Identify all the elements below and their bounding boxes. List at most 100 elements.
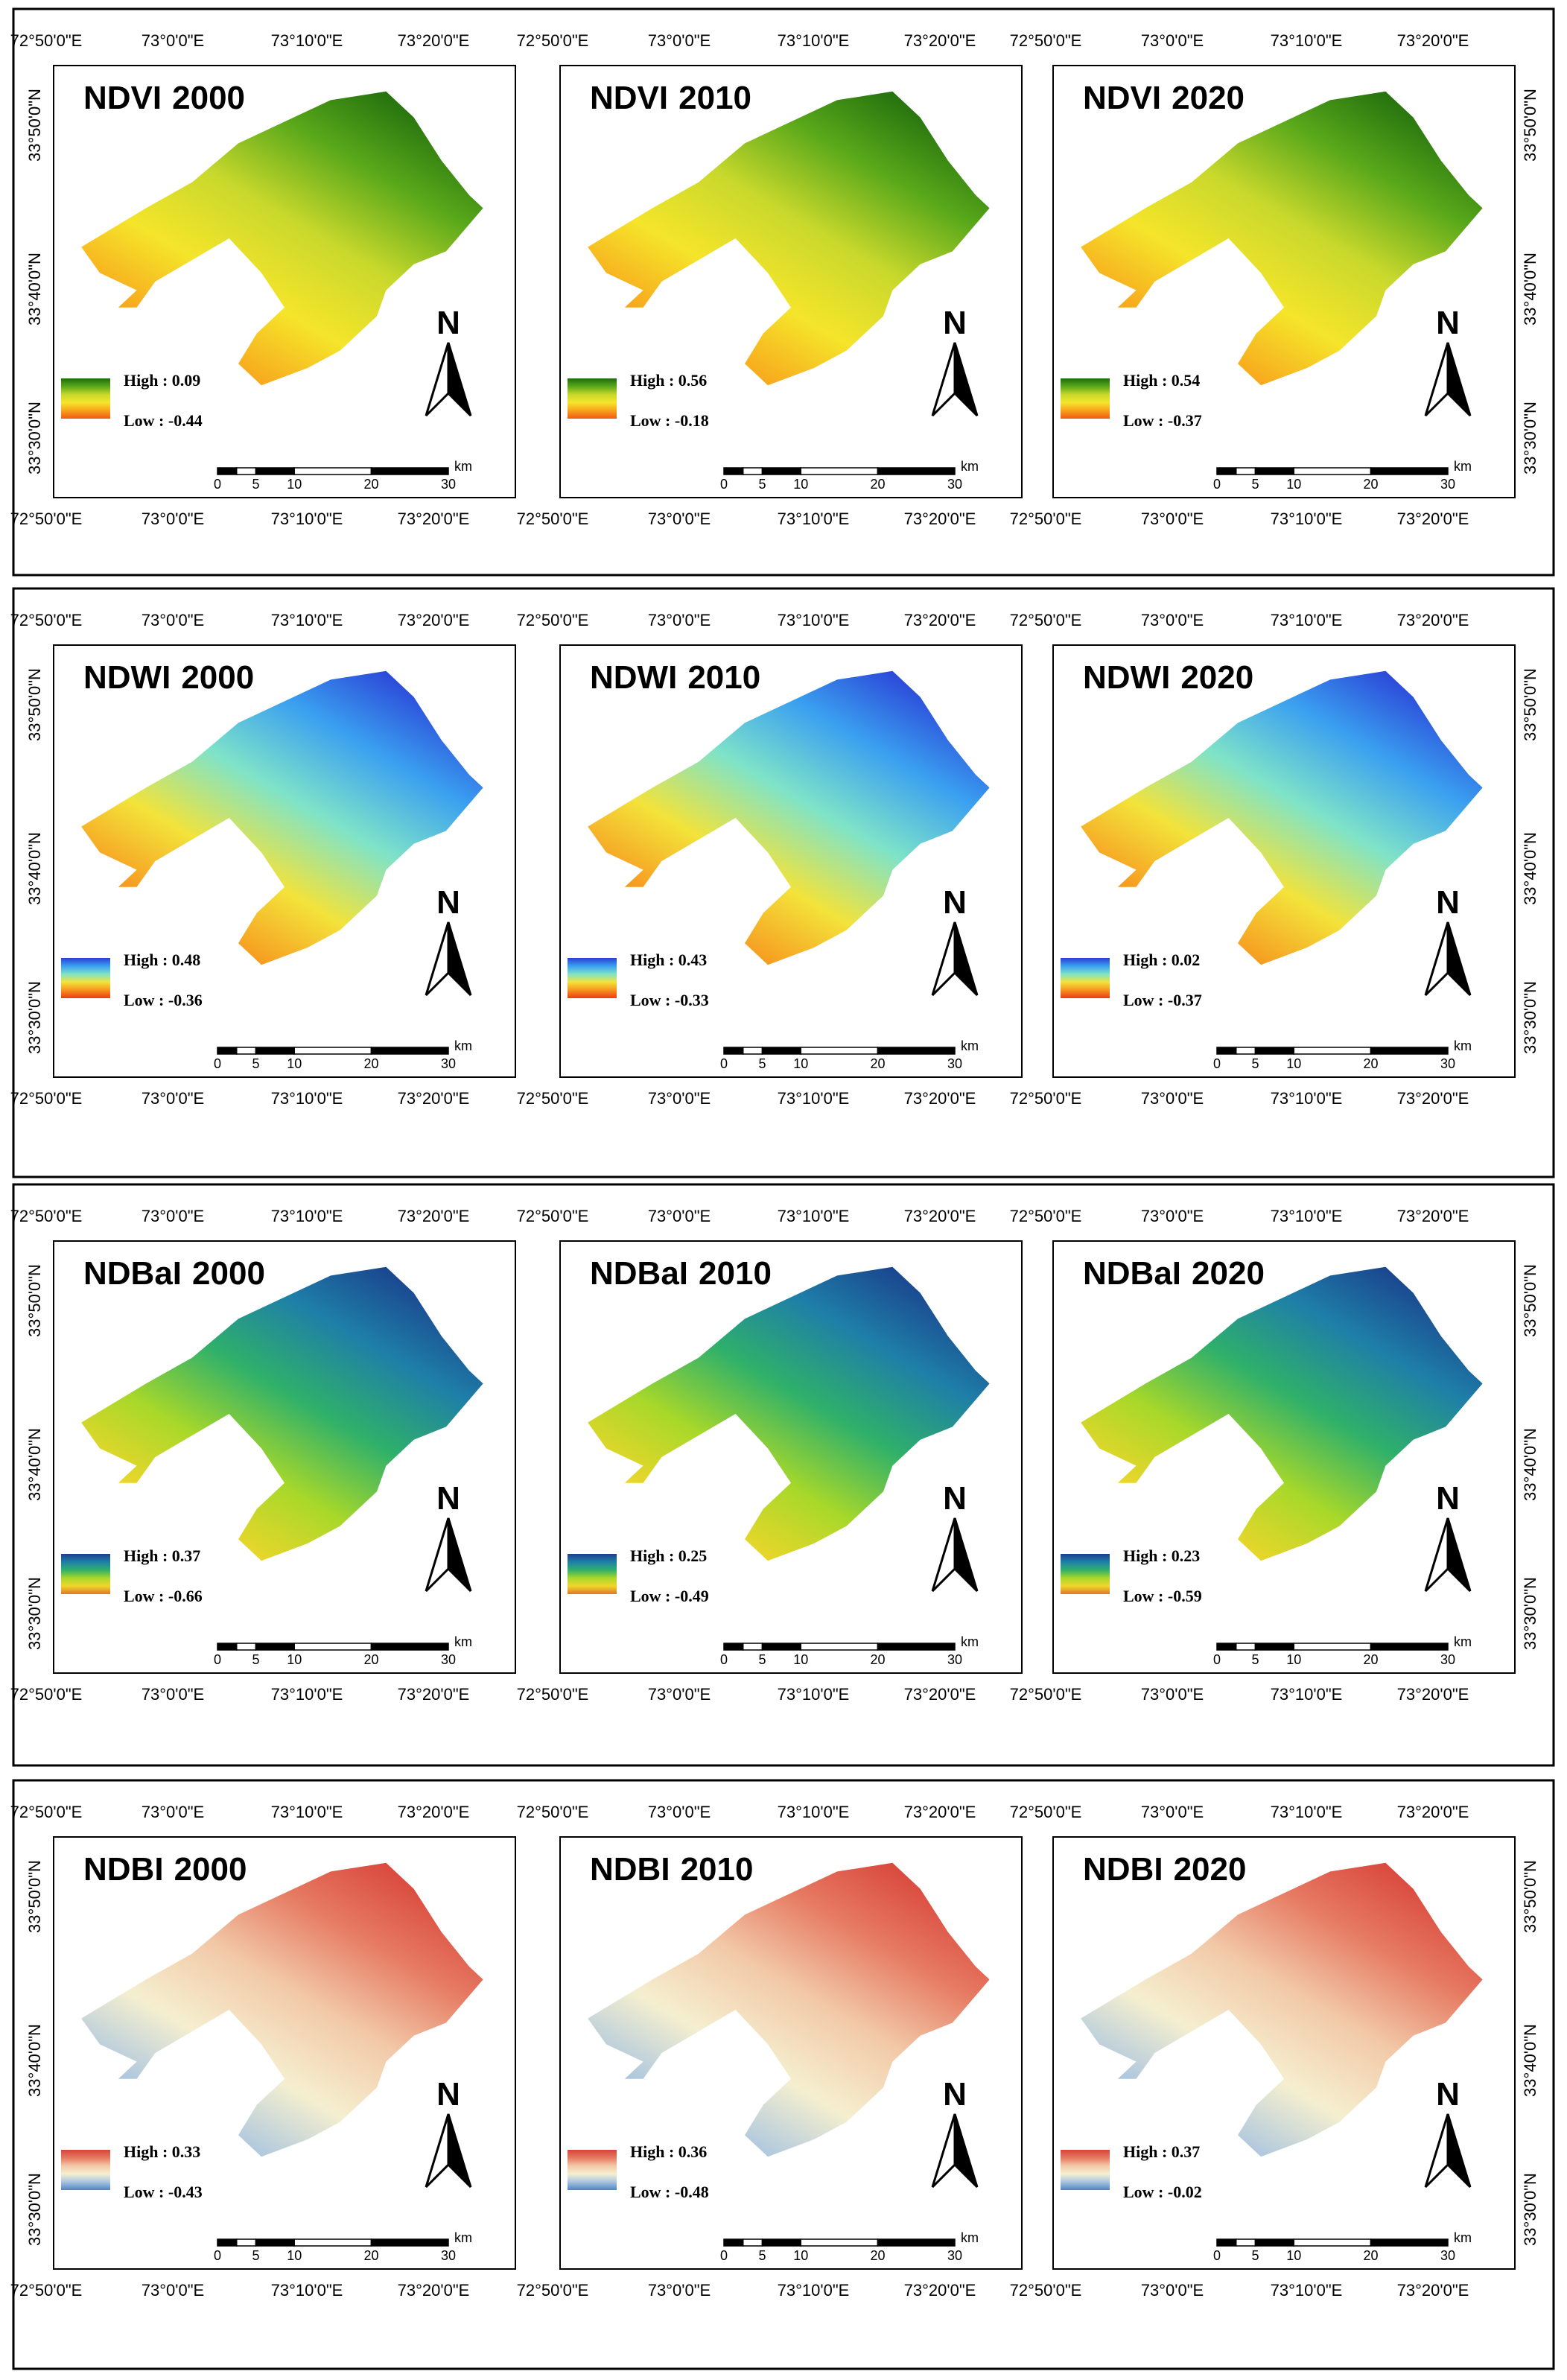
scale-bar-tick: 5 [1251, 477, 1259, 492]
map-title: NDVI 2000 [83, 80, 245, 116]
latitude-label: 33°40'0"N [1521, 253, 1539, 326]
legend-color-ramp [1061, 2150, 1110, 2190]
north-arrow-fill-icon [1446, 1517, 1472, 1593]
top-longitude-label: 72°50'0"E [517, 611, 589, 629]
legend-low-label: Low : -0.66 [124, 1587, 203, 1605]
top-longitude-label: 73°0'0"E [142, 1803, 204, 1821]
legend-color-ramp [1061, 378, 1110, 419]
map-panel-ndwi-2000: 72°50'0"E 73°0'0"E 73°10'0"E 73°20'0"E 72°50… [10, 611, 516, 1108]
latitude-label: 33°30'0"N [1521, 1577, 1539, 1650]
bottom-longitude-label: 73°10'0"E [778, 1089, 850, 1108]
scale-bar-segment [1254, 467, 1294, 475]
scale-bar-tick: 20 [363, 1652, 378, 1667]
map-title: NDBI 2000 [83, 1851, 247, 1888]
legend-color-ramp [568, 958, 617, 998]
top-longitude-label: 73°10'0"E [1271, 1207, 1343, 1225]
scale-bar-tick: 5 [758, 2248, 766, 2263]
scale-bar-tick: 5 [1251, 1652, 1259, 1667]
scale-bar-segment [723, 1643, 744, 1651]
scale-bar-tick: 0 [214, 477, 221, 492]
bottom-longitude-label: 73°20'0"E [1397, 510, 1469, 528]
top-longitude-label: 72°50'0"E [1010, 1803, 1082, 1821]
bottom-longitude-label: 73°20'0"E [904, 1685, 976, 1704]
scale-bar-tick: 10 [1286, 1652, 1301, 1667]
scale-bar-segment [235, 1643, 257, 1651]
scale-bar-segment [255, 1643, 295, 1651]
row-frame-ndbi [12, 1779, 1555, 2370]
scale-bar-tick: 10 [287, 2248, 302, 2263]
legend-low-label: Low : -0.37 [1123, 411, 1202, 430]
study-area-raster [1081, 91, 1483, 386]
scale-bar-segment [800, 467, 879, 475]
north-label: N [1436, 1480, 1460, 1517]
scale-bar-segment [255, 467, 295, 475]
top-longitude-label: 73°10'0"E [271, 611, 343, 629]
scale-bar-tick: 0 [214, 1056, 221, 1071]
latitude-label: 33°30'0"N [25, 981, 44, 1054]
north-label: N [943, 1480, 967, 1517]
map-panel-ndbi-2000: 72°50'0"E 73°0'0"E 73°10'0"E 73°20'0"E 72°50… [10, 1803, 516, 2300]
top-longitude-label: 72°50'0"E [1010, 31, 1082, 50]
legend-low-label: Low : -0.18 [630, 411, 709, 430]
bottom-longitude-label: 73°20'0"E [1397, 1089, 1469, 1108]
study-area-raster [81, 1862, 483, 2157]
scale-bar-tick: 30 [441, 1056, 456, 1071]
bottom-longitude-label: 72°50'0"E [1010, 1685, 1082, 1704]
map-panel-ndwi-2020: 72°50'0"E 73°0'0"E 73°10'0"E 73°20'0"E 72°50… [1010, 611, 1539, 1108]
latitude-label: 33°50'0"N [1521, 668, 1539, 741]
bottom-longitude-label: 73°10'0"E [271, 1685, 343, 1704]
top-longitude-label: 73°0'0"E [142, 1207, 204, 1225]
scale-bar-tick: 10 [793, 2248, 808, 2263]
scale-bar-segment [723, 2238, 744, 2247]
scale-bar-segment [761, 2238, 801, 2247]
scale-bar-segment [742, 1643, 763, 1651]
scale-bar-tick: 20 [1363, 477, 1378, 492]
legend-high-label: High : 0.23 [1123, 1546, 1200, 1565]
scale-bar-segment [217, 1643, 238, 1651]
scale-bar-tick: 0 [214, 1652, 221, 1667]
top-longitude-label: 73°20'0"E [1397, 31, 1469, 50]
row-frame-ndbai [12, 1183, 1555, 1767]
bottom-longitude-label: 73°10'0"E [271, 510, 343, 528]
top-longitude-label: 72°50'0"E [1010, 611, 1082, 629]
scale-bar-tick: 20 [363, 1056, 378, 1071]
legend-color-ramp [1061, 958, 1110, 998]
map-title: NDBaI 2010 [590, 1255, 772, 1292]
scale-bar-tick: 0 [720, 477, 728, 492]
scale-bar-unit: km [454, 1038, 472, 1053]
scale-bar-tick: 30 [947, 1652, 962, 1667]
scale-bar-tick: 0 [1213, 1652, 1221, 1667]
study-area-raster [1081, 670, 1483, 965]
scale-bar-segment [255, 1047, 295, 1055]
study-area-raster [588, 670, 990, 965]
scale-bar-segment [1216, 2238, 1237, 2247]
north-arrow-fill-icon [447, 2113, 472, 2189]
legend-low-label: Low : -0.49 [630, 1587, 709, 1605]
map-panel-ndbi-2010: 72°50'0"E 73°0'0"E 73°10'0"E 73°20'0"E 72°50… [517, 1803, 1023, 2300]
top-longitude-label: 73°10'0"E [1271, 1803, 1343, 1821]
top-longitude-label: 73°10'0"E [271, 1207, 343, 1225]
top-longitude-label: 73°10'0"E [778, 1803, 850, 1821]
scale-bar-tick: 10 [287, 1652, 302, 1667]
bottom-longitude-label: 73°0'0"E [648, 1089, 711, 1108]
latitude-label: 33°50'0"N [25, 668, 44, 741]
top-longitude-label: 73°0'0"E [648, 1207, 711, 1225]
top-longitude-label: 73°10'0"E [271, 1803, 343, 1821]
scale-bar-tick: 30 [1440, 1056, 1455, 1071]
scale-bar-segment [723, 467, 744, 475]
study-area-raster [588, 1862, 990, 2157]
latitude-label: 33°40'0"N [25, 253, 44, 326]
scale-bar-unit: km [1454, 2230, 1472, 2245]
top-longitude-label: 73°0'0"E [648, 1803, 711, 1821]
scale-bar-tick: 0 [1213, 1056, 1221, 1071]
scale-bar-unit: km [961, 459, 979, 474]
scale-bar-segment [1235, 1643, 1256, 1651]
map-panel-ndbai-2000: 72°50'0"E 73°0'0"E 73°10'0"E 73°20'0"E 72°50… [10, 1207, 516, 1704]
scale-bar-segment [761, 467, 801, 475]
top-longitude-label: 73°20'0"E [904, 31, 976, 50]
map-panel-ndbi-2020: 72°50'0"E 73°0'0"E 73°10'0"E 73°20'0"E 72°50… [1010, 1803, 1539, 2300]
scale-bar-segment [293, 1047, 372, 1055]
scale-bar-segment [723, 1047, 744, 1055]
study-area-raster [588, 91, 990, 386]
top-longitude-label: 73°20'0"E [398, 31, 470, 50]
